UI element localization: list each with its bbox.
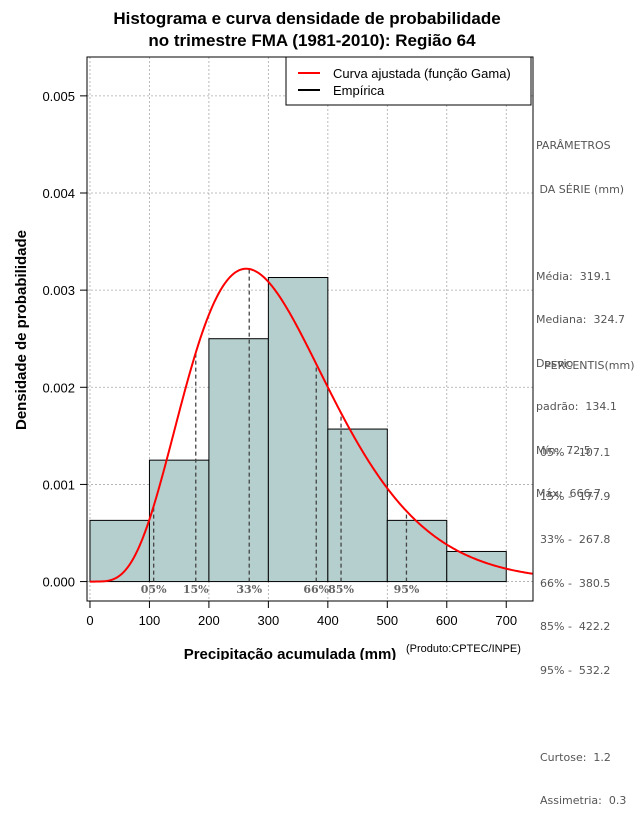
legend: Curva ajustada (função Gama) Empírica [285,56,532,106]
legend-box [285,56,532,106]
percentile-lines: 05% 15% 33% 66% 85% 95% [141,268,420,596]
y-tick-label: 0.005 [42,89,75,104]
percentiles-title: PERCENTIS(mm) [544,359,635,372]
x-tick-label: 0 [86,613,93,628]
percentiles-panel: PERCENTIS(mm) 05% - 107.1 15% - 177.9 33… [540,330,635,823]
params-title-units: DA SÉRIE (mm) [536,182,625,196]
params-title: PARÂMETROS [536,139,611,152]
percentile-item: 15% - 177.9 [540,489,611,503]
x-tick-label: 400 [317,613,339,628]
series-parameters-panel: PARÂMETROS DA SÉRIE (mm) Média: 319.1 Me… [536,110,625,516]
x-tick-label: 200 [198,613,220,628]
histogram-bar [267,277,329,583]
percentile-label: 05% [141,583,167,596]
assimetria: Assimetria: 0.3 [540,794,627,807]
x-axis-label: Precipitação acumulada (mm) [184,646,397,660]
x-tick-label: 500 [376,613,398,628]
product-credit: (Produto:CPTEC/INPE) [406,643,521,655]
percentile-item: 95% - 532.2 [540,663,611,677]
param-max: Máx: 666.7 [536,487,601,500]
chart-title-line-1: Histograma e curva densidade de probabil… [113,9,500,28]
histogram-bar [208,338,269,583]
histogram-bar [148,459,210,583]
percentile-label: 66% [303,583,329,596]
percentile-item: 85% - 422.2 [540,620,611,633]
curtose: Curtose: 1.2 [540,750,611,764]
percentile-item: 66% - 380.5 [540,576,611,590]
histogram-bar [89,519,150,583]
histogram-bar [327,428,388,583]
param-media: Média: 319.1 [536,269,612,283]
x-tick-label: 700 [495,613,517,628]
percentile-label: 15% [183,583,209,596]
histogram-bars [89,277,507,583]
param-desvio: padrão: 134.1 [536,400,617,413]
percentile-label: 85% [328,583,354,596]
legend-label: Curva ajustada (função Gama) [333,66,511,81]
percentile-item: 33% - 267.8 [540,533,611,546]
percentile-label: 33% [236,583,262,596]
y-tick-label: 0.002 [42,380,75,395]
y-tick-label: 0.004 [42,186,75,201]
chart-title-line-2: no trimestre FMA (1981-2010): Região 64 [148,31,476,50]
x-tick-label: 600 [436,613,458,628]
x-tick-label: 300 [258,613,280,628]
percentile-item: 05% - 107.1 [540,446,611,459]
param-mediana: Mediana: 324.7 [536,313,625,326]
y-tick-label: 0.003 [42,283,75,298]
param-desvio-label: Desvio [536,356,574,370]
legend-label: Empírica [333,83,385,98]
y-tick-label: 0.001 [42,477,75,492]
param-min: Mín: 72.5 [536,443,591,457]
y-axis-label: Densidade de probabilidade [13,230,30,430]
percentile-label: 95% [394,583,420,596]
gamma-curve [89,267,533,583]
x-tick-label: 100 [139,613,161,628]
histogram-bar [386,519,448,583]
y-tick-label: 0.000 [42,575,75,590]
histogram-chart: 05% 15% 33% 66% 85% 95% 0 100 200 300 400 500 600 70… [13,9,534,660]
